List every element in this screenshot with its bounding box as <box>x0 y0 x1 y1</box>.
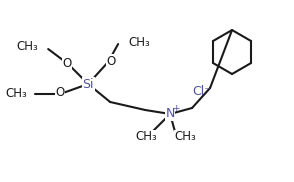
Text: N: N <box>166 108 175 120</box>
Text: O: O <box>56 86 65 100</box>
Text: CH₃: CH₃ <box>128 35 150 49</box>
Text: CH₃: CH₃ <box>135 130 157 143</box>
Text: O: O <box>63 57 72 70</box>
Text: CH₃: CH₃ <box>6 88 27 100</box>
Text: O: O <box>106 55 116 68</box>
Text: CH₃: CH₃ <box>174 130 196 143</box>
Text: Si: Si <box>82 78 94 90</box>
Text: CH₃: CH₃ <box>16 39 38 53</box>
Text: Cl⁻: Cl⁻ <box>192 86 211 98</box>
Text: +: + <box>172 104 180 114</box>
